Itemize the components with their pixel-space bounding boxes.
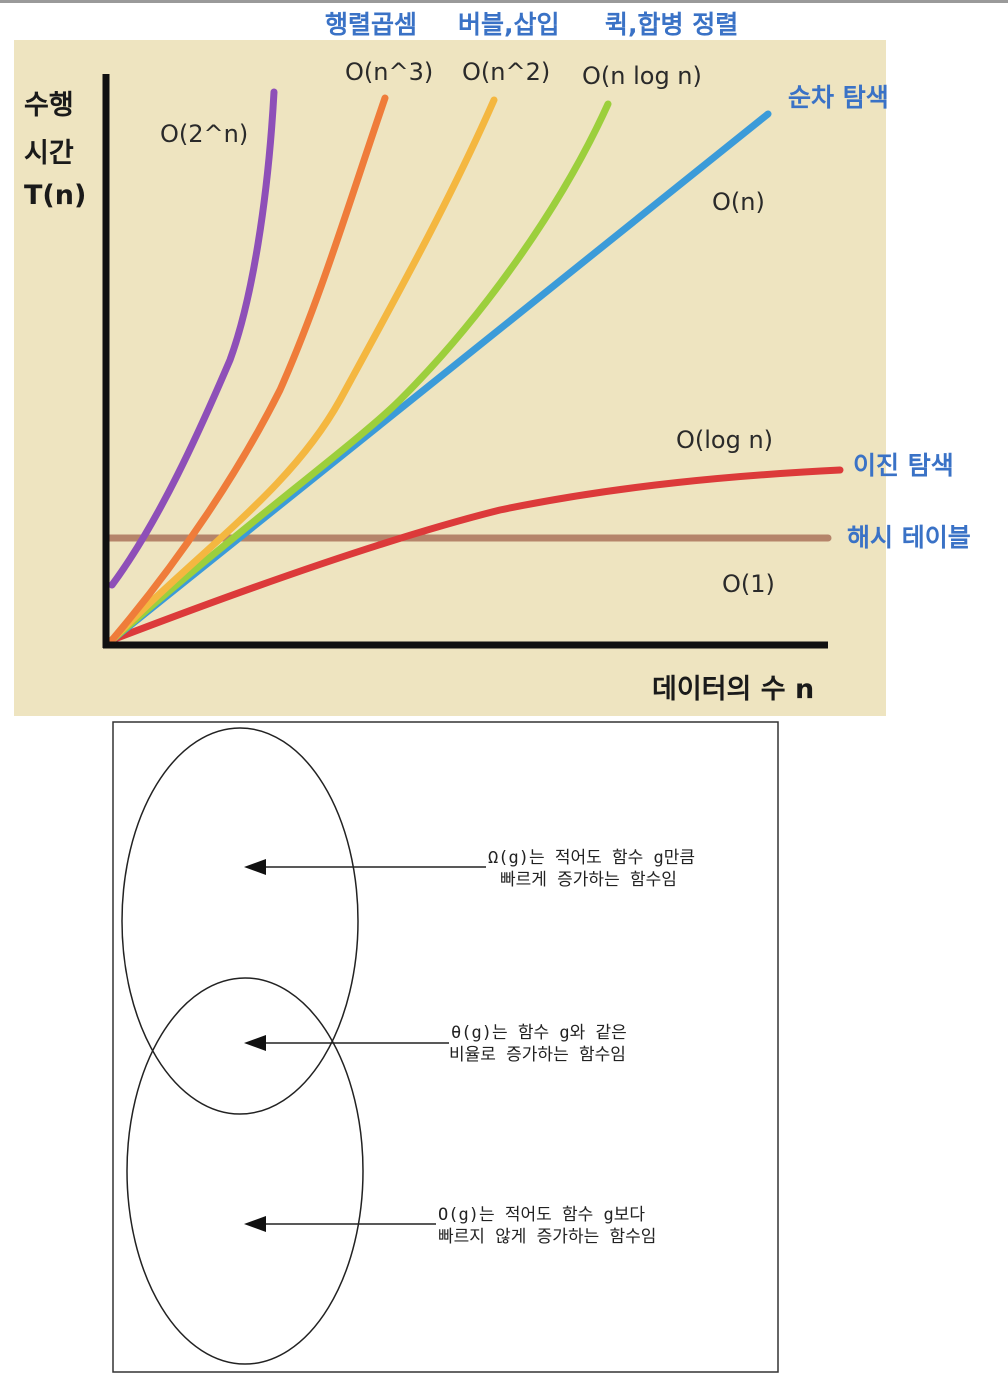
series-label-on: O(n) bbox=[712, 188, 765, 216]
bigo-text-line-2: 빠르지 않게 증가하는 함수임 bbox=[438, 1227, 656, 1247]
category-label-hash-table: 해시 테이블 bbox=[847, 523, 971, 552]
bigo-text-line-1: O(g)는 적어도 함수 g보다 bbox=[438, 1205, 645, 1225]
y-axis-label-line-3: T(n) bbox=[24, 180, 86, 211]
series-label-ologn: O(log n) bbox=[676, 426, 773, 454]
y-axis-label-line-2: 시간 bbox=[24, 138, 74, 169]
top-border bbox=[0, 0, 1008, 3]
omega-ellipse bbox=[121, 727, 359, 1115]
series-label-o2n: O(2^n) bbox=[160, 120, 248, 148]
series-label-on2: O(n^2) bbox=[462, 58, 550, 86]
omega-arrow bbox=[244, 859, 486, 875]
bigo-ellipse bbox=[126, 977, 364, 1365]
series-label-o1: O(1) bbox=[722, 570, 775, 598]
theta-text-line-2: 비율로 증가하는 함수임 bbox=[449, 1045, 626, 1065]
series-line-ologn bbox=[108, 466, 844, 644]
category-label-quick-merge-sort: 퀵,합병 정렬 bbox=[605, 10, 738, 39]
omega-text-line-2: 빠르게 증가하는 함수임 bbox=[500, 870, 677, 890]
omega-text-line-1: Ω(g)는 적어도 함수 g만큼 bbox=[488, 848, 695, 868]
series-line-onlogn bbox=[108, 100, 612, 644]
series-line-o2n bbox=[108, 88, 278, 589]
series-label-on3: O(n^3) bbox=[345, 58, 433, 86]
category-label-binary-search: 이진 탐색 bbox=[853, 451, 954, 480]
theta-arrow bbox=[244, 1035, 449, 1051]
y-axis-label-line-1: 수행 bbox=[24, 90, 74, 121]
category-label-sequential-search: 순차 탐색 bbox=[788, 83, 889, 112]
bigo-arrow bbox=[244, 1216, 436, 1232]
series-line-on3 bbox=[108, 94, 389, 644]
complexity-chart: 수행 시간 T(n) 데이터의 수 n 행렬곱셈 버블,삽입 퀵,합병 정렬 순… bbox=[14, 10, 971, 716]
series-line-on2 bbox=[108, 96, 498, 644]
diagram-frame bbox=[112, 721, 779, 1373]
asymptotic-notation-diagram: Ω(g)는 적어도 함수 g만큼 빠르게 증가하는 함수임 θ(g)는 함수 g… bbox=[112, 721, 779, 1373]
series-label-onlogn: O(n log n) bbox=[582, 62, 702, 90]
x-axis-label: 데이터의 수 n bbox=[652, 674, 814, 705]
theta-text-line-1: θ(g)는 함수 g와 같은 bbox=[451, 1023, 627, 1043]
category-label-matrix-multiplication: 행렬곱셈 bbox=[325, 10, 417, 39]
category-label-bubble-insertion: 버블,삽입 bbox=[458, 10, 560, 39]
